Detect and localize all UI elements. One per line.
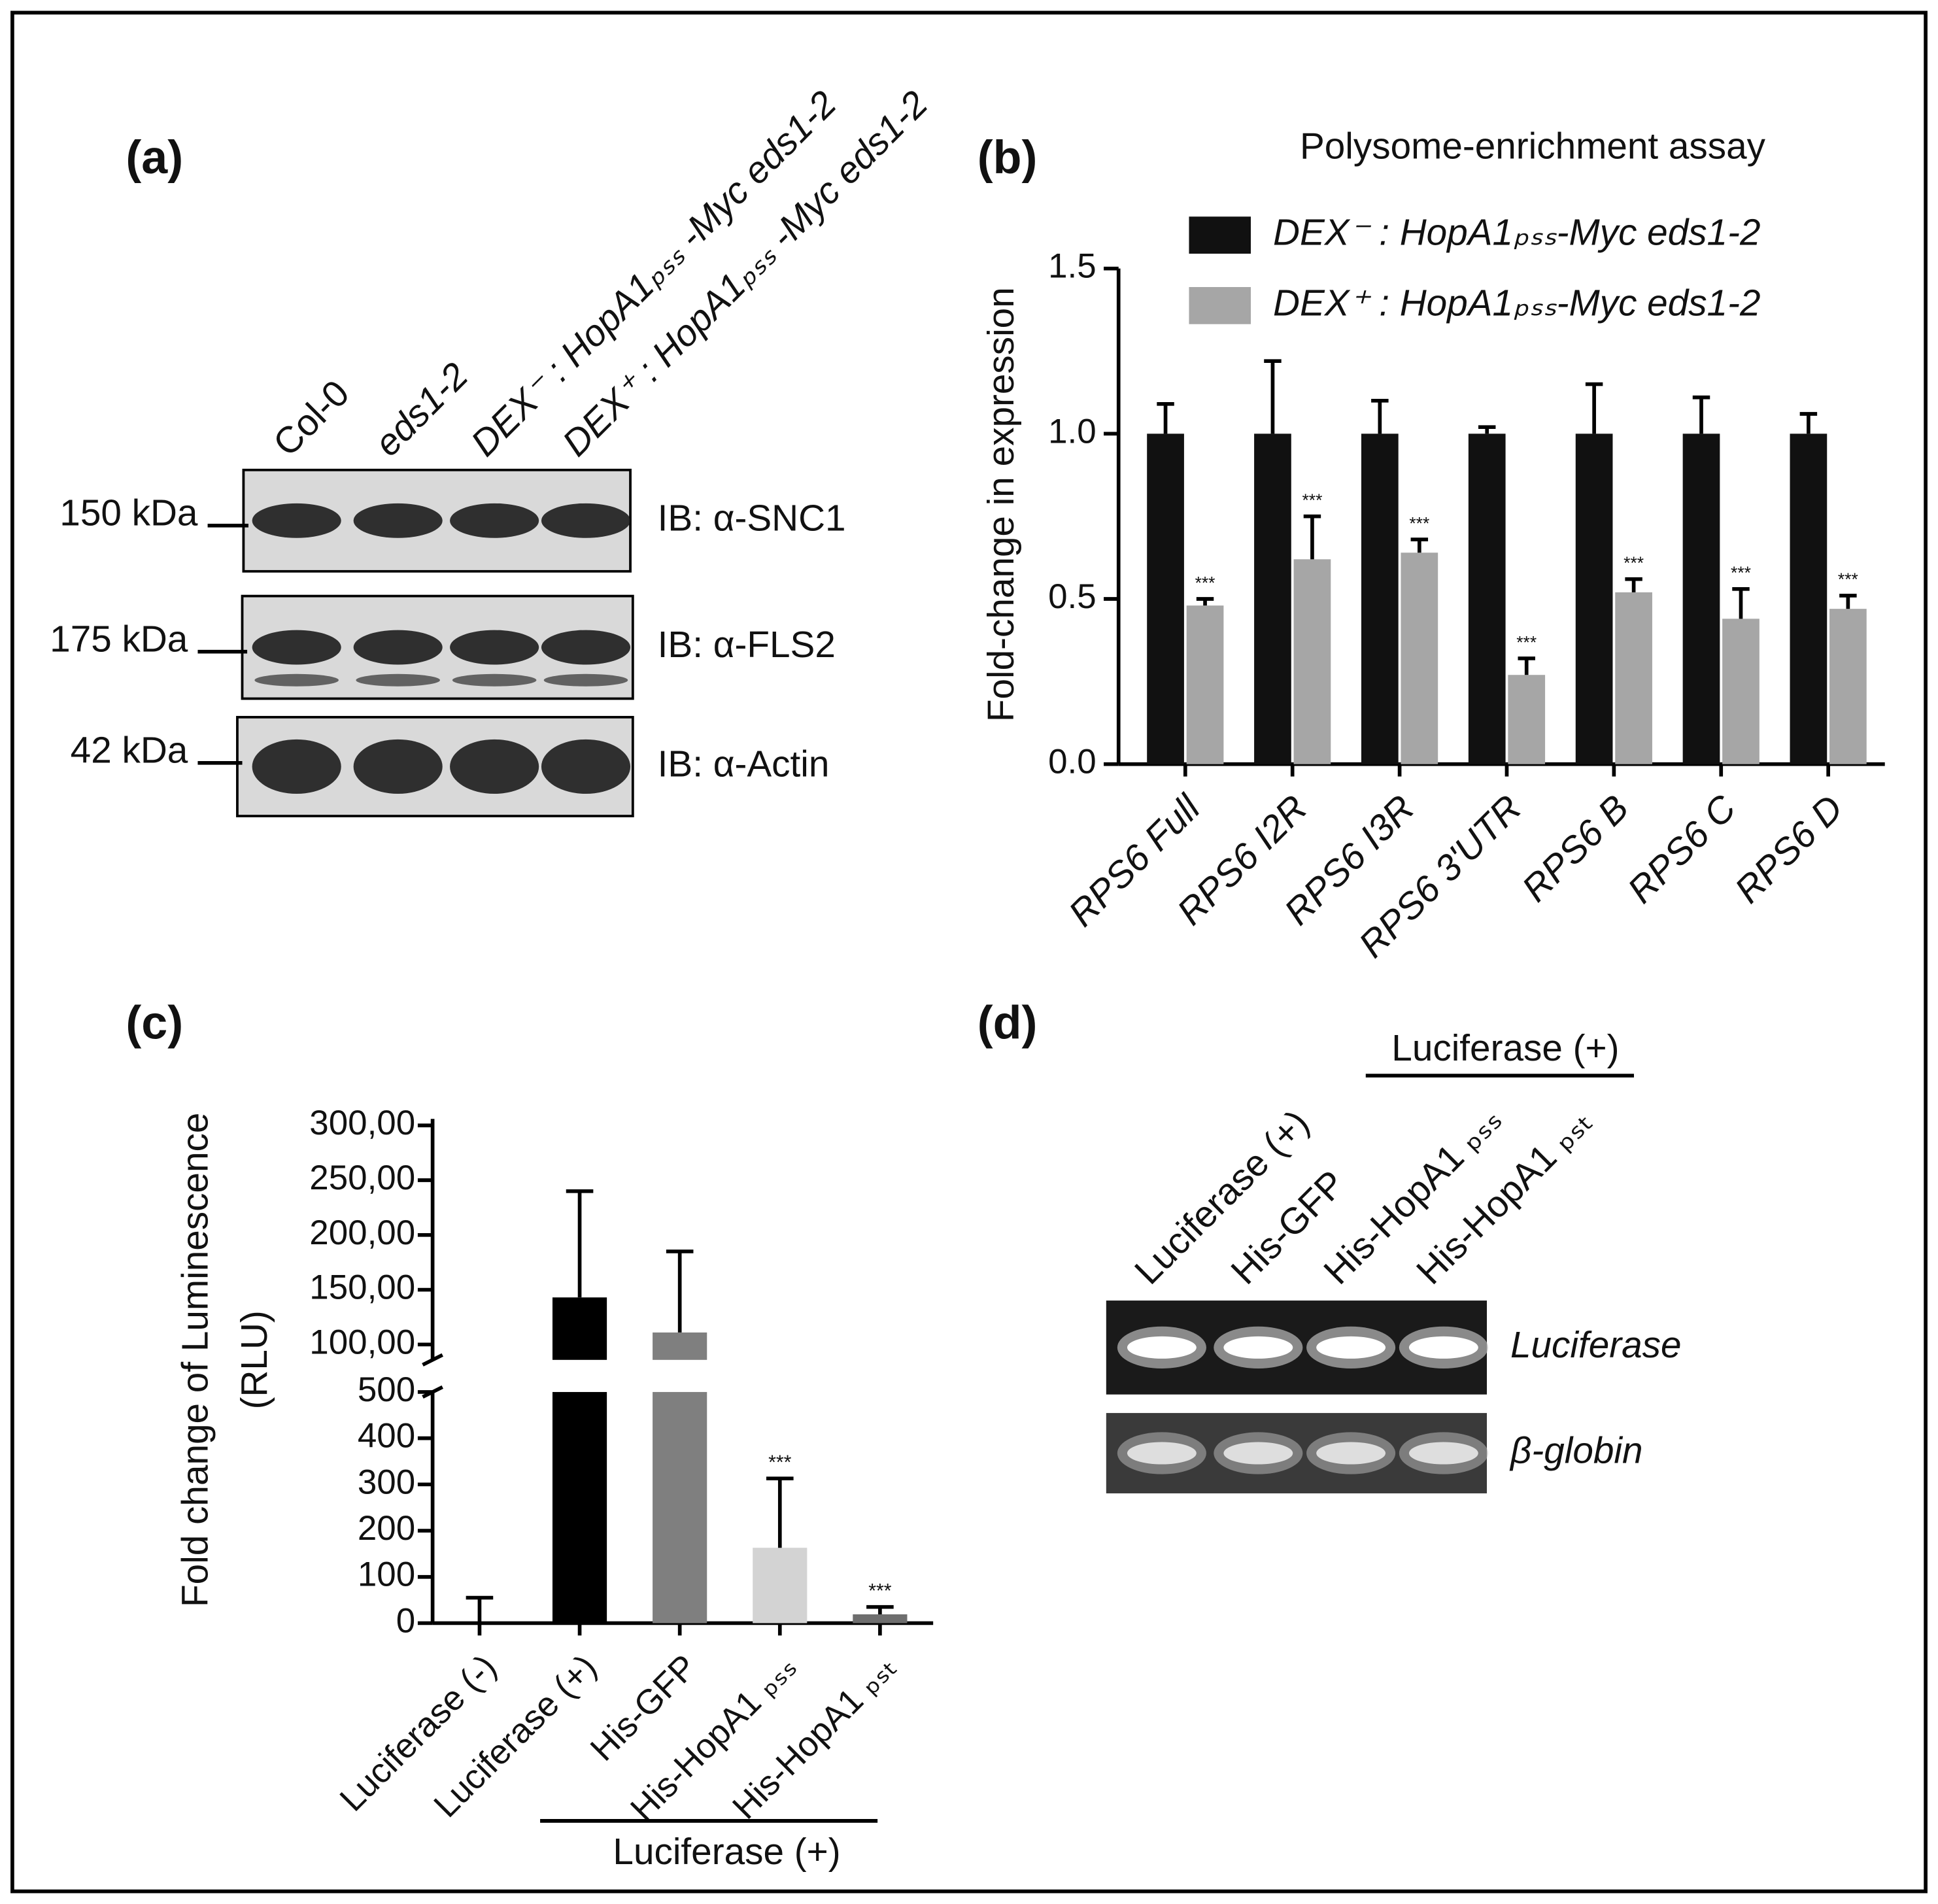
bar (1361, 434, 1399, 764)
gel-band (1127, 1442, 1197, 1465)
gel-band (1316, 1336, 1386, 1359)
y-tick-label: 200,00 (309, 1214, 415, 1252)
band (353, 503, 443, 538)
panel-label: (d) (978, 996, 1038, 1049)
bar (653, 1332, 707, 1360)
panel-label: (b) (978, 131, 1038, 184)
gel-band (1223, 1442, 1293, 1465)
y-axis-label: Fold change of Luminescence (175, 1113, 216, 1607)
bar (653, 1391, 707, 1624)
legend-swatch (1189, 216, 1251, 254)
marker-label: 42 kDa (71, 730, 188, 772)
y-tick-label: 0 (396, 1601, 415, 1640)
band (450, 739, 539, 794)
band (450, 630, 539, 665)
significance: *** (1195, 573, 1216, 592)
band (353, 739, 443, 794)
significance: *** (1838, 570, 1858, 589)
bar (1615, 592, 1652, 764)
y-axis-label: (RLU) (234, 1310, 275, 1409)
bar (1293, 559, 1331, 764)
significance: *** (1516, 632, 1537, 652)
band (252, 503, 341, 538)
bar (1682, 434, 1720, 764)
band (543, 673, 628, 687)
y-tick-label: 100,00 (309, 1323, 415, 1361)
band (353, 630, 443, 665)
bar (552, 1297, 607, 1360)
antibody-label: IB: α-SNC1 (658, 498, 846, 539)
gel-band (1316, 1442, 1386, 1465)
bar (1186, 605, 1224, 764)
gel-band (1223, 1336, 1293, 1359)
y-tick-label: 100 (358, 1556, 415, 1594)
y-tick-label: 500 (358, 1370, 415, 1409)
chart-title: Polysome-enrichment assay (1300, 126, 1766, 167)
bar (1401, 552, 1438, 764)
panel-label: (c) (126, 996, 183, 1049)
significance: *** (1302, 490, 1322, 510)
y-tick-label: 1.5 (1048, 247, 1096, 286)
marker-label: 175 kDa (50, 619, 188, 660)
significance: *** (868, 1580, 892, 1602)
bar (1254, 434, 1291, 764)
group-label: Luciferase (+) (613, 1831, 840, 1873)
significance: *** (768, 1452, 792, 1473)
gel-band (1408, 1336, 1478, 1359)
gel-header: Luciferase (+) (1391, 1028, 1619, 1069)
bar (1575, 434, 1613, 764)
y-tick-label: 250,00 (309, 1159, 415, 1197)
y-tick-label: 150,00 (309, 1268, 415, 1307)
significance: *** (1731, 563, 1751, 583)
bar (753, 1548, 808, 1624)
y-tick-label: 1.0 (1048, 412, 1096, 450)
significance: *** (1409, 513, 1429, 533)
marker-label: 150 kDa (60, 493, 198, 534)
y-tick-label: 200 (358, 1509, 415, 1548)
axis-break (422, 1353, 443, 1367)
gel-band (1127, 1336, 1197, 1359)
gel-band (1408, 1442, 1478, 1465)
bar (552, 1391, 607, 1624)
legend-label: DEX⁻ : HopA1ₚₛₛ-Myc eds1-2 (1273, 212, 1760, 254)
bar (1508, 675, 1546, 764)
legend-swatch (1189, 287, 1251, 324)
y-tick-label: 0.0 (1048, 743, 1096, 781)
band (541, 739, 631, 794)
band (452, 673, 537, 687)
y-tick-label: 400 (358, 1417, 415, 1455)
antibody-label: IB: α-Actin (658, 743, 830, 785)
band (252, 739, 341, 794)
bar (1790, 434, 1828, 764)
bar (853, 1614, 908, 1624)
y-tick-label: 300 (358, 1463, 415, 1501)
legend-label: DEX⁺ : HopA1ₚₛₛ-Myc eds1-2 (1273, 282, 1760, 324)
antibody-label: IB: α-FLS2 (658, 624, 836, 666)
bar (1722, 619, 1760, 764)
significance: *** (1624, 553, 1644, 573)
band (356, 673, 440, 687)
band (541, 503, 631, 538)
gel-row-label: β-globin (1509, 1431, 1643, 1472)
bar (1147, 434, 1184, 764)
y-axis-label: Fold-change in expression (981, 287, 1022, 722)
band (252, 630, 341, 665)
figure-border (10, 10, 1928, 1894)
band (450, 503, 539, 538)
gel-row-label: Luciferase (1510, 1325, 1682, 1366)
band (254, 673, 339, 687)
panel-label: (a) (126, 131, 183, 184)
band (541, 630, 631, 665)
y-tick-label: 0.5 (1048, 577, 1096, 616)
y-tick-label: 300,00 (309, 1104, 415, 1142)
bar (1829, 609, 1867, 764)
bar (1468, 434, 1506, 764)
